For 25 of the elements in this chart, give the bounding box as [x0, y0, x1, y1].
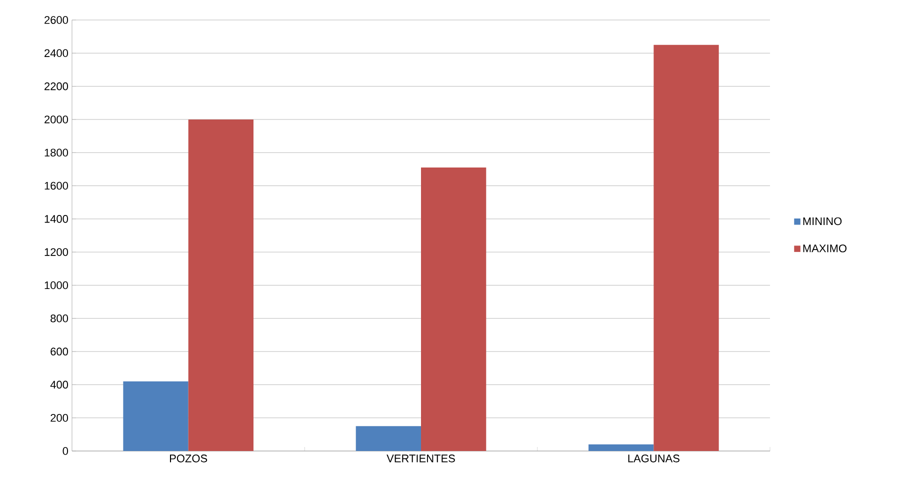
- bar: [123, 381, 188, 451]
- y-tick-label: 2200: [44, 82, 68, 90]
- y-tick-label: 2000: [44, 116, 68, 124]
- y-tick-label: 1600: [44, 182, 68, 190]
- bar: [421, 168, 486, 451]
- bar: [588, 444, 654, 451]
- x-tick-label: VERTIENTES: [386, 454, 455, 462]
- y-tick-label: 1000: [44, 281, 68, 290]
- y-tick-label: 600: [50, 348, 68, 356]
- bar: [188, 119, 254, 451]
- x-tick-label: LAGUNAS: [628, 454, 680, 462]
- y-tick-label: 1200: [44, 248, 68, 256]
- y-tick-label: 200: [50, 414, 68, 422]
- bar: [654, 44, 719, 451]
- y-tick-label: 1800: [44, 148, 68, 157]
- y-tick-label: 1400: [44, 215, 68, 223]
- y-tick-label: 2600: [44, 16, 68, 24]
- bar: [356, 426, 421, 451]
- y-tick-label: 400: [50, 380, 68, 389]
- legend-label: MININO: [803, 217, 842, 226]
- y-tick-label: 0: [62, 447, 68, 455]
- x-tick-label: POZOS: [170, 454, 208, 462]
- legend-label: MAXIMO: [803, 244, 846, 252]
- y-tick-label: 800: [50, 314, 68, 322]
- y-tick-label: 2400: [44, 49, 68, 58]
